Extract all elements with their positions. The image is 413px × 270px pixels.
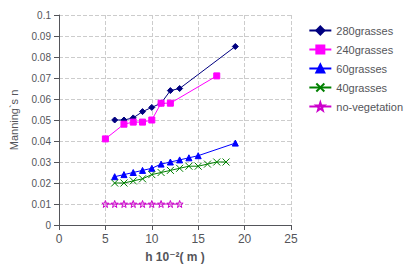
svg-text:0.04: 0.04 [32, 136, 52, 147]
svg-text:15: 15 [192, 232, 206, 246]
svg-text:20: 20 [238, 232, 252, 246]
svg-text:60grasses: 60grasses [336, 63, 387, 75]
svg-text:0.08: 0.08 [32, 52, 52, 63]
svg-text:0.09: 0.09 [32, 31, 52, 42]
svg-text:0.02: 0.02 [32, 178, 52, 189]
svg-text:Manning`s n: Manning`s n [8, 90, 20, 151]
svg-text:0.06: 0.06 [32, 94, 52, 105]
svg-text:no-vegetation: no-vegetation [336, 101, 403, 113]
svg-text:0.05: 0.05 [32, 115, 52, 126]
svg-text:240grasses: 240grasses [336, 44, 393, 56]
svg-text:40grasses: 40grasses [336, 82, 387, 94]
svg-text:h 10⁻²( m ): h 10⁻²( m ) [145, 250, 205, 264]
svg-text:25: 25 [284, 232, 298, 246]
svg-text:280grasses: 280grasses [336, 25, 393, 37]
svg-text:0: 0 [56, 232, 63, 246]
svg-text:0: 0 [45, 220, 51, 231]
svg-text:5: 5 [102, 232, 109, 246]
svg-text:0.07: 0.07 [32, 73, 52, 84]
svg-text:10: 10 [145, 232, 159, 246]
svg-text:0.01: 0.01 [32, 199, 52, 210]
svg-text:0.03: 0.03 [32, 157, 52, 168]
svg-text:0.1: 0.1 [37, 10, 51, 21]
